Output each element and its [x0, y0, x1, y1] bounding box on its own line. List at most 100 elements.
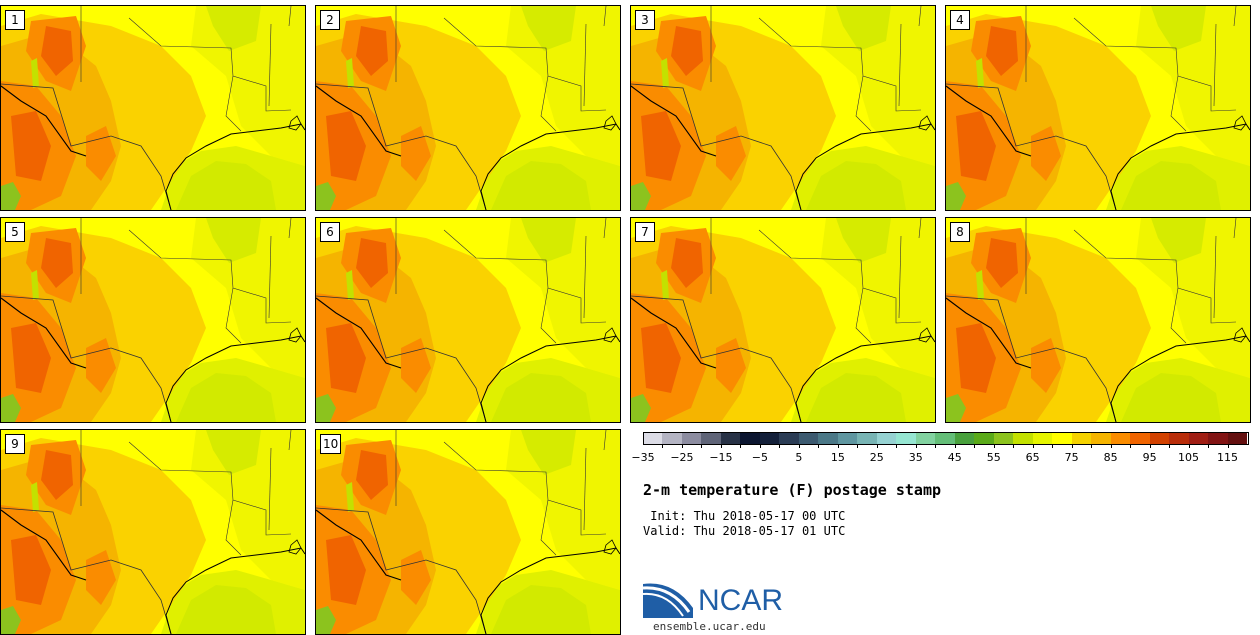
colorbar-swatch: [779, 432, 800, 444]
colorbar-tick: [681, 444, 683, 448]
colorbar-swatch: [896, 432, 917, 444]
member-number: 10: [320, 434, 342, 454]
colorbar-tick: [1149, 444, 1151, 448]
colorbar-swatch: [1032, 432, 1053, 444]
member-panel-6: 6: [315, 217, 621, 423]
colorbar-tick: [818, 444, 820, 448]
member-number: 8: [950, 222, 970, 242]
colorbar-tick-label: 35: [908, 451, 923, 464]
member-number: 7: [635, 222, 655, 242]
colorbar-tick-label: −35: [631, 451, 655, 464]
colorbar-tick: [1013, 444, 1015, 448]
colorbar-swatch: [915, 432, 936, 444]
valid-time: Valid: Thu 2018-05-17 01 UTC: [643, 524, 846, 538]
colorbar-swatch: [1130, 432, 1151, 444]
temperature-map: [316, 218, 620, 422]
member-number: 6: [320, 222, 340, 242]
colorbar-swatch: [759, 432, 780, 444]
colorbar-swatch: [1052, 432, 1073, 444]
colorbar-tick-label: 75: [1064, 451, 1079, 464]
colorbar-swatch: [701, 432, 722, 444]
colorbar-tick: [798, 444, 800, 448]
colorbar-tick: [993, 444, 995, 448]
colorbar-tick: [935, 444, 937, 448]
colorbar-swatch: [1071, 432, 1092, 444]
member-panel-3: 3: [630, 5, 936, 211]
colorbar-tick: [857, 444, 859, 448]
colorbar-tick: [759, 444, 761, 448]
logo-url: ensemble.ucar.edu: [653, 620, 766, 633]
colorbar-tick-label: 55: [986, 451, 1001, 464]
colorbar-tick: [1169, 444, 1171, 448]
colorbar-tick: [915, 444, 917, 448]
colorbar-swatch: [1208, 432, 1228, 444]
colorbar-tick: [1188, 444, 1190, 448]
colorbar-swatch: [993, 432, 1014, 444]
temperature-map: [631, 6, 935, 210]
colorbar-tick: [1130, 444, 1132, 448]
colorbar-tick: [896, 444, 898, 448]
colorbar-tick-label: 115: [1217, 451, 1239, 464]
temperature-map: [631, 218, 935, 422]
colorbar-tick: [1032, 444, 1034, 448]
temperature-map: [1, 430, 305, 634]
colorbar-tick-label: −5: [751, 451, 768, 464]
colorbar-tick: [1091, 444, 1093, 448]
colorbar-tick-label: −15: [709, 451, 733, 464]
colorbar-tick-label: 65: [1025, 451, 1040, 464]
colorbar-tick-label: 105: [1178, 451, 1200, 464]
colorbar-tick: [1052, 444, 1054, 448]
colorbar-tick: [720, 444, 722, 448]
colorbar-swatch: [740, 432, 761, 444]
colorbar-tick: [779, 444, 781, 448]
colorbar-swatch: [1110, 432, 1131, 444]
colorbar-swatch: [798, 432, 819, 444]
colorbar-swatch: [1013, 432, 1034, 444]
ncar-logo: NCAR ensemble.ucar.edu: [643, 578, 803, 634]
colorbar-swatch: [1091, 432, 1112, 444]
colorbar-tick: [701, 444, 703, 448]
member-panel-9: 9: [0, 429, 306, 635]
colorbar-tick: [1227, 444, 1229, 448]
member-panel-2: 2: [315, 5, 621, 211]
colorbar-swatch: [857, 432, 878, 444]
colorbar-tick-label: −25: [670, 451, 694, 464]
temperature-map: [316, 6, 620, 210]
colorbar-swatch: [643, 432, 663, 444]
colorbar-tick-label: 5: [795, 451, 803, 464]
colorbar-tick-label: 45: [947, 451, 962, 464]
member-number: 9: [5, 434, 25, 454]
member-number: 2: [320, 10, 340, 30]
member-panel-7: 7: [630, 217, 936, 423]
colorbar-tick: [1071, 444, 1073, 448]
member-panel-4: 4: [945, 5, 1251, 211]
member-panel-5: 5: [0, 217, 306, 423]
colorbar-tick: [837, 444, 839, 448]
colorbar-tick: [740, 444, 742, 448]
colorbar-swatch: [935, 432, 956, 444]
colorbar-swatch: [876, 432, 897, 444]
member-number: 3: [635, 10, 655, 30]
colorbar-swatch: [1149, 432, 1170, 444]
colorbar-frame: [643, 432, 1249, 445]
colorbar-swatch: [954, 432, 975, 444]
colorbar-swatch: [681, 432, 702, 444]
logo-wordmark: NCAR: [698, 584, 784, 617]
temperature-colorbar: −35 −25 −15 −5 5 15 25 35 45 55 65 75 85 95 105 115: [631, 432, 1249, 472]
colorbar-tick: [1110, 444, 1112, 448]
member-panel-8: 8: [945, 217, 1251, 423]
colorbar-swatch: [818, 432, 839, 444]
colorbar-swatch: [974, 432, 995, 444]
colorbar-swatch: [662, 432, 683, 444]
ncar-swoosh-icon: [643, 583, 693, 618]
colorbar-tick: [662, 444, 664, 448]
colorbar-tick: [954, 444, 956, 448]
temperature-map: [1, 6, 305, 210]
member-panel-1: 1: [0, 5, 306, 211]
colorbar-swatch: [837, 432, 858, 444]
colorbar-tick: [876, 444, 878, 448]
colorbar-tick-label: 25: [869, 451, 884, 464]
member-number: 5: [5, 222, 25, 242]
colorbar-tick-label: 85: [1103, 451, 1118, 464]
init-time: Init: Thu 2018-05-17 00 UTC: [643, 509, 846, 523]
